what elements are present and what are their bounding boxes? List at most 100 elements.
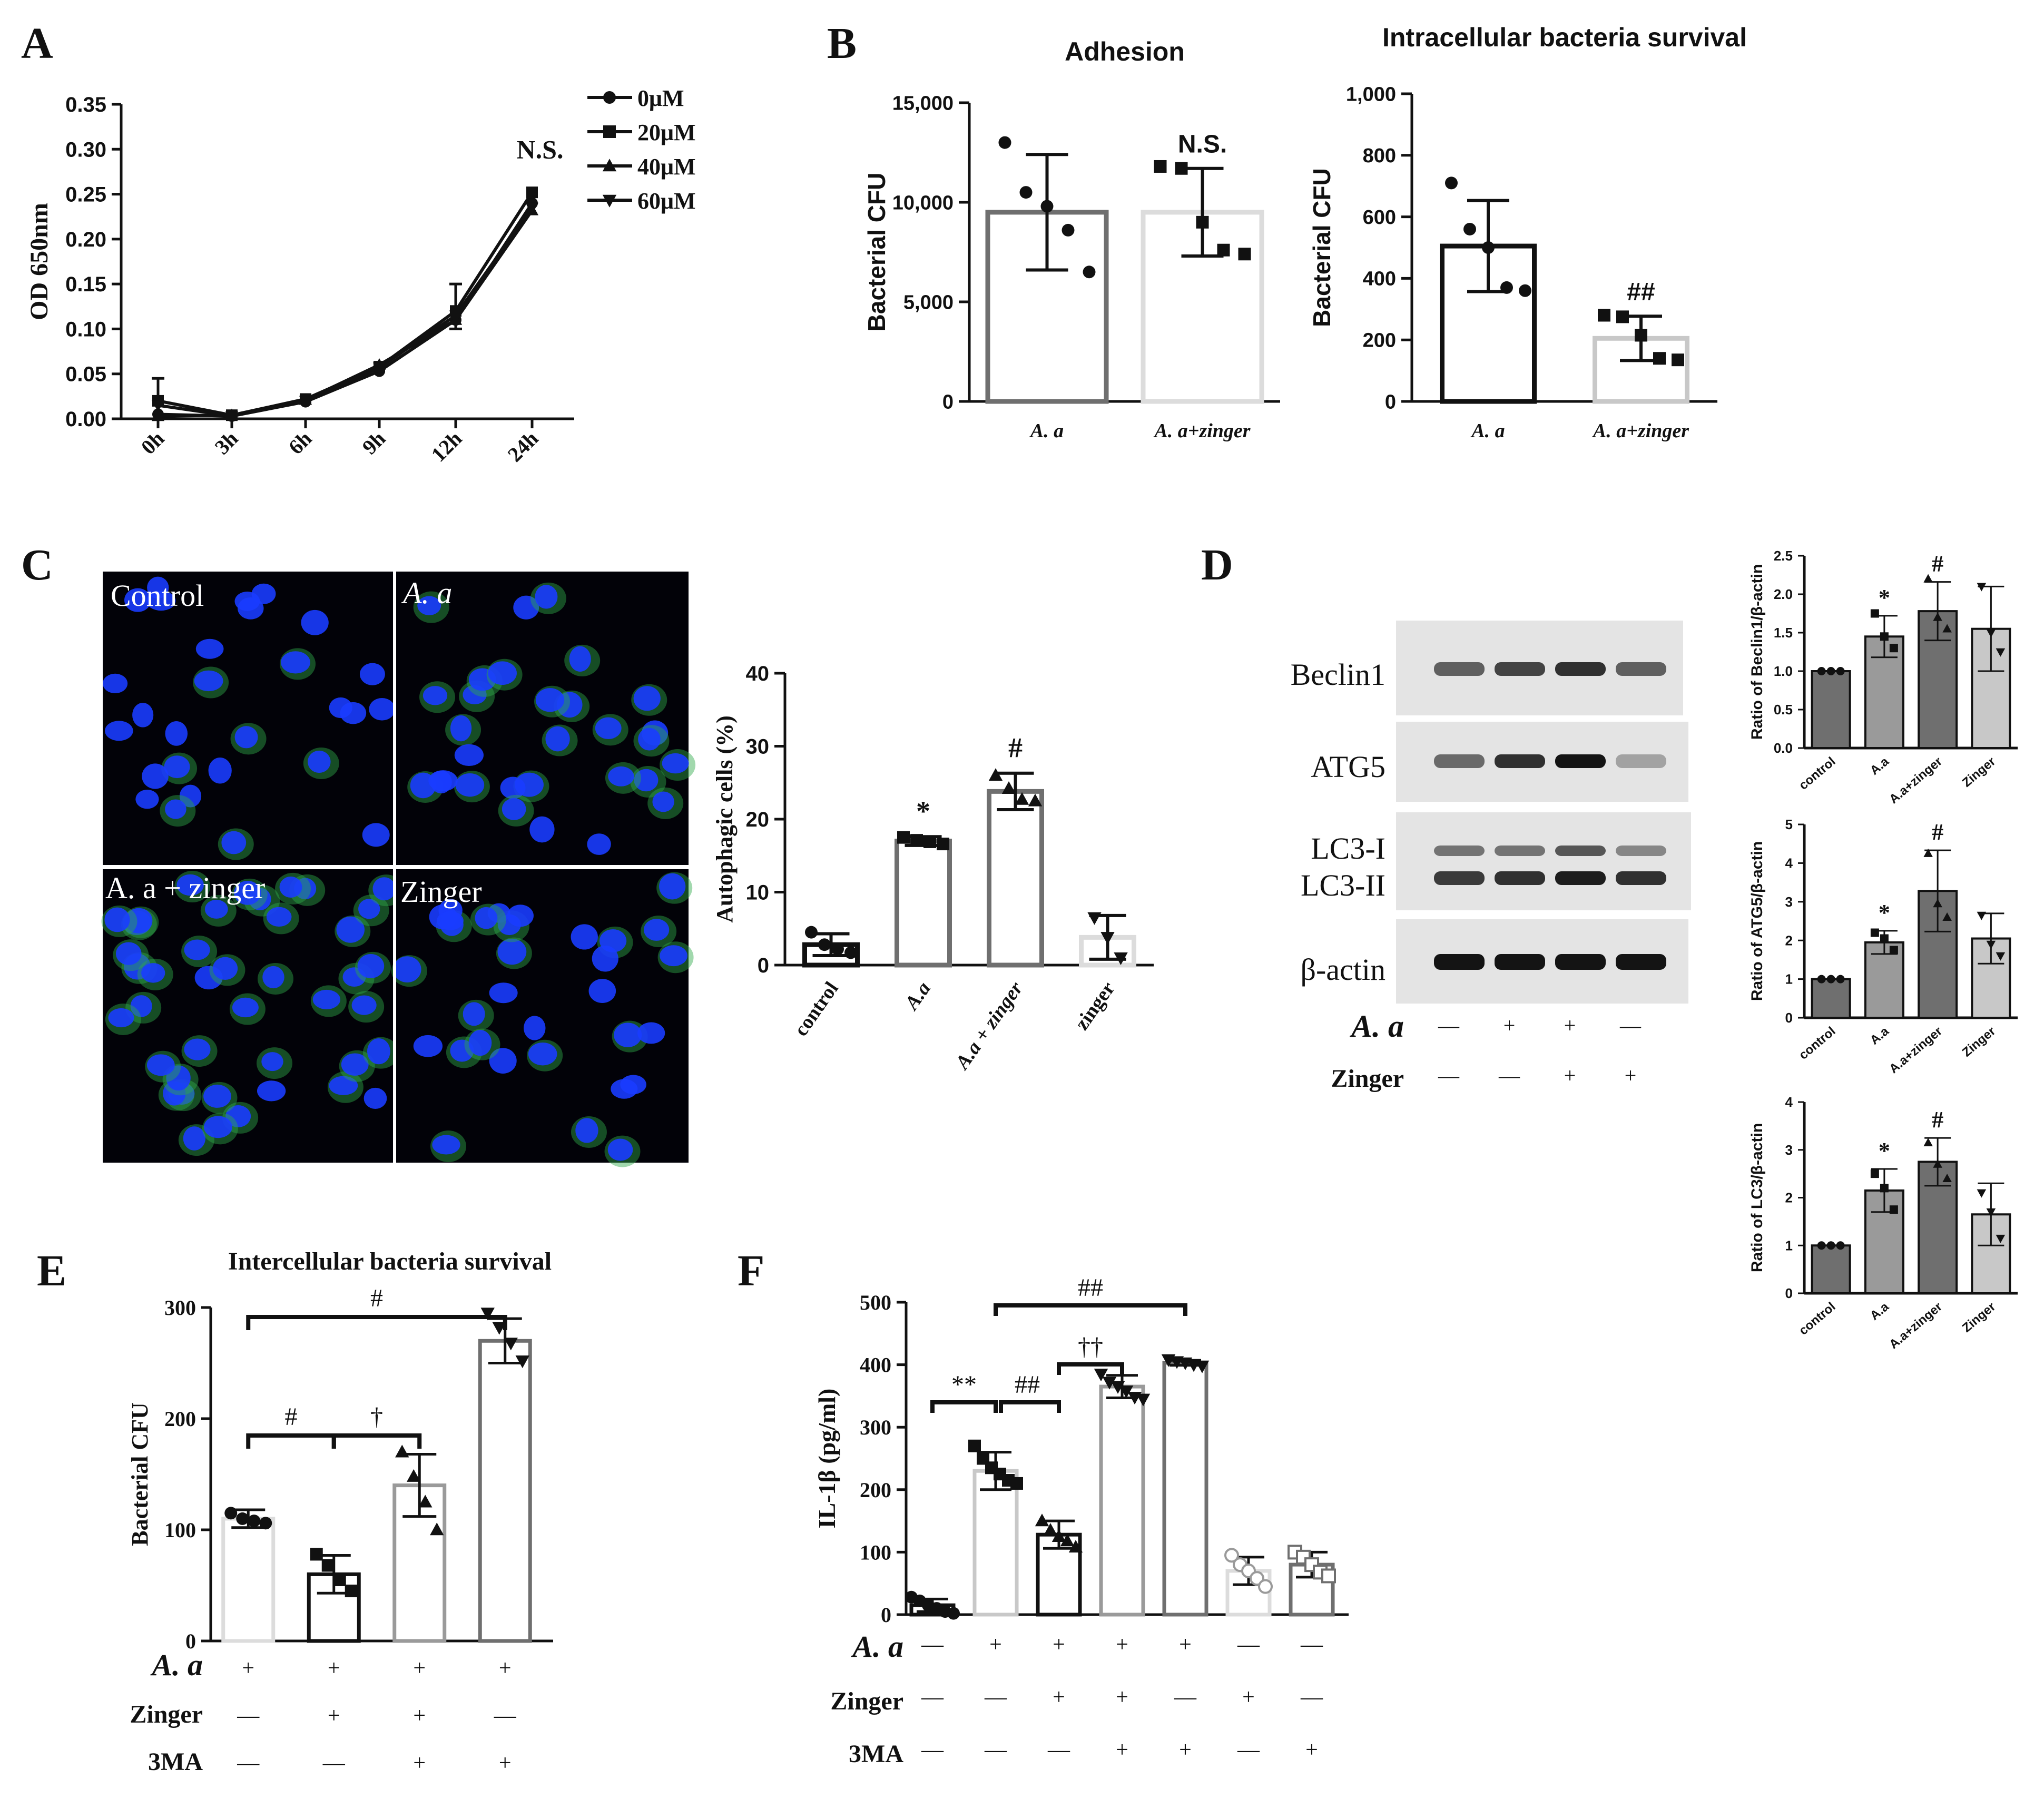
significance-label: N.S. bbox=[1178, 131, 1227, 159]
nucleus bbox=[105, 721, 133, 741]
nucleus bbox=[234, 881, 261, 905]
y-tick-label: 20 bbox=[746, 808, 770, 831]
nucleus bbox=[232, 997, 259, 1018]
nucleus bbox=[204, 899, 228, 919]
data-point bbox=[1870, 928, 1879, 937]
condition-sign: + bbox=[1053, 1633, 1065, 1657]
y-axis-label: Bacterial CFU bbox=[1308, 168, 1335, 327]
data-point bbox=[1043, 1523, 1058, 1536]
legend-label: 40μM bbox=[637, 154, 695, 180]
condition-label: 3MA bbox=[148, 1748, 203, 1776]
micrograph-label: Zinger bbox=[400, 874, 482, 909]
data-point bbox=[1114, 952, 1128, 965]
data-point bbox=[1923, 574, 1933, 583]
x-tick-label: A. a+zinger bbox=[1153, 420, 1251, 442]
bar bbox=[1162, 1361, 1208, 1617]
lane-sign: — bbox=[1498, 1064, 1520, 1087]
nucleus bbox=[329, 697, 352, 719]
data-point bbox=[1826, 975, 1835, 984]
panel-letter-b: B bbox=[827, 19, 857, 68]
data-point bbox=[248, 1515, 261, 1528]
x-tick-label: Zinger bbox=[1960, 1300, 1999, 1335]
nucleus bbox=[468, 1030, 492, 1056]
data-point bbox=[1817, 667, 1826, 675]
blot-row-label: LC3-II bbox=[1301, 868, 1385, 902]
legend-marker bbox=[603, 91, 616, 104]
y-tick-label: 0.05 bbox=[65, 363, 106, 386]
x-tick-label: A.a+zinger bbox=[1886, 1024, 1945, 1076]
nucleus bbox=[165, 799, 186, 819]
nucleus bbox=[184, 939, 210, 960]
data-point bbox=[1880, 1184, 1889, 1193]
blot-strip bbox=[1396, 812, 1691, 910]
nucleus bbox=[455, 773, 485, 797]
y-tick-label: 15,000 bbox=[892, 92, 954, 114]
condition-sign: — bbox=[1300, 1685, 1323, 1709]
nucleus bbox=[633, 686, 661, 711]
nucleus bbox=[142, 763, 169, 789]
y-tick-label: 0 bbox=[1785, 1010, 1793, 1026]
data-point bbox=[1482, 241, 1495, 254]
y-tick-label: 0.35 bbox=[65, 93, 106, 116]
data-point bbox=[1933, 1159, 1942, 1168]
micrograph bbox=[396, 572, 689, 865]
y-tick-label: 0.30 bbox=[65, 138, 106, 161]
data-point bbox=[897, 831, 910, 844]
y-tick-label: 0 bbox=[758, 954, 769, 977]
data-point bbox=[1923, 1137, 1933, 1146]
condition-sign: + bbox=[1242, 1685, 1255, 1709]
data-point bbox=[1996, 648, 2006, 657]
lane-sign: — bbox=[1438, 1064, 1460, 1087]
nucleus bbox=[652, 791, 674, 812]
panel-letter-a: A bbox=[21, 19, 53, 68]
nucleus bbox=[351, 995, 377, 1015]
y-tick-label: 1.0 bbox=[1774, 663, 1793, 679]
bar bbox=[1811, 1244, 1851, 1294]
data-point bbox=[1068, 1540, 1083, 1553]
micrograph-label: A. a + zinger bbox=[105, 871, 265, 905]
data-point bbox=[151, 409, 165, 421]
blot-band bbox=[1555, 846, 1606, 856]
significance-label: ## bbox=[1015, 1371, 1040, 1399]
data-point bbox=[1015, 792, 1029, 805]
data-point bbox=[844, 946, 857, 959]
data-point bbox=[224, 1507, 238, 1520]
panel-letter-e: E bbox=[37, 1246, 66, 1295]
significance-label: * bbox=[1879, 900, 1890, 926]
nucleus bbox=[463, 1002, 485, 1026]
data-point bbox=[1028, 793, 1043, 807]
data-point bbox=[1942, 1174, 1952, 1182]
data-point bbox=[1217, 243, 1230, 257]
data-point bbox=[1923, 848, 1933, 857]
nucleus bbox=[417, 596, 441, 615]
data-point bbox=[1519, 284, 1531, 297]
data-point bbox=[1500, 281, 1513, 294]
y-tick-label: 0.00 bbox=[65, 408, 106, 431]
nucleus bbox=[266, 907, 292, 927]
data-point bbox=[923, 835, 936, 848]
legend-label: 60μM bbox=[637, 188, 695, 214]
data-point bbox=[1238, 248, 1251, 261]
data-point bbox=[1836, 975, 1845, 984]
bar bbox=[1099, 1384, 1145, 1617]
y-tick-label: 4 bbox=[1785, 1094, 1793, 1110]
nucleus bbox=[125, 908, 153, 933]
y-tick-label: 100 bbox=[164, 1518, 196, 1542]
data-point bbox=[1672, 353, 1684, 367]
nucleus bbox=[359, 663, 385, 685]
significance-bracket bbox=[246, 1315, 507, 1330]
nucleus bbox=[132, 703, 154, 728]
y-tick-label: 10 bbox=[746, 881, 770, 905]
data-point bbox=[1977, 911, 1987, 920]
blot-row-label: LC3-I bbox=[1311, 831, 1385, 866]
data-point bbox=[937, 838, 949, 851]
data-point bbox=[1119, 1385, 1134, 1399]
data-point bbox=[345, 1585, 358, 1598]
data-point bbox=[1870, 609, 1879, 618]
x-tick-label: zinger bbox=[1070, 978, 1119, 1034]
y-tick-label: 1,000 bbox=[1346, 83, 1396, 105]
chart-f-il1b: 0 100 200 300 400 500 IL-1β (pg/ml) ** ## †† ## A. … bbox=[813, 1274, 1349, 1768]
condition-sign: — bbox=[921, 1633, 944, 1657]
blot-band bbox=[1495, 846, 1545, 856]
